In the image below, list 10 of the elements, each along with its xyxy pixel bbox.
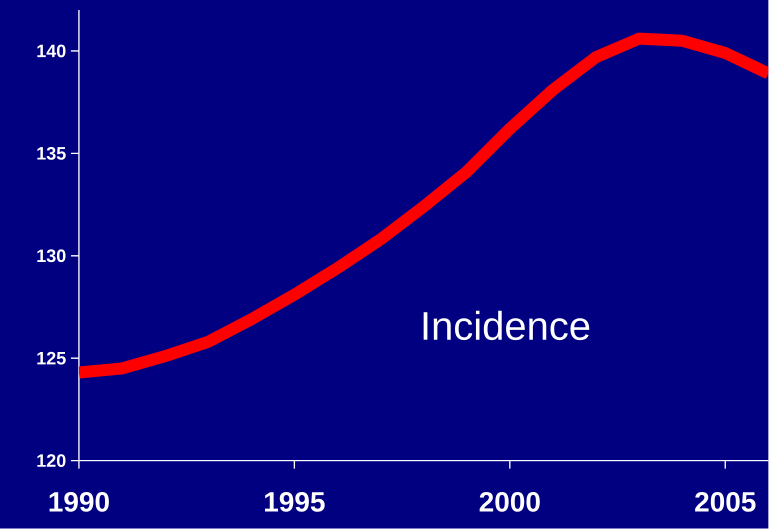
text: Incidence	[424, 310, 590, 340]
y-tick-label: 130	[37, 250, 66, 262]
x-tick-label: 2000	[480, 492, 540, 512]
y-tick-label: 135	[37, 147, 66, 160]
y-tick-label: 125	[37, 352, 66, 365]
x-tick-label: 2005	[695, 492, 756, 512]
y-tick-label: 140	[37, 44, 66, 58]
y-tick-label: 120	[37, 454, 66, 468]
x-tick-label: 1995	[265, 492, 325, 512]
x-tick-label: 1990	[50, 492, 109, 512]
